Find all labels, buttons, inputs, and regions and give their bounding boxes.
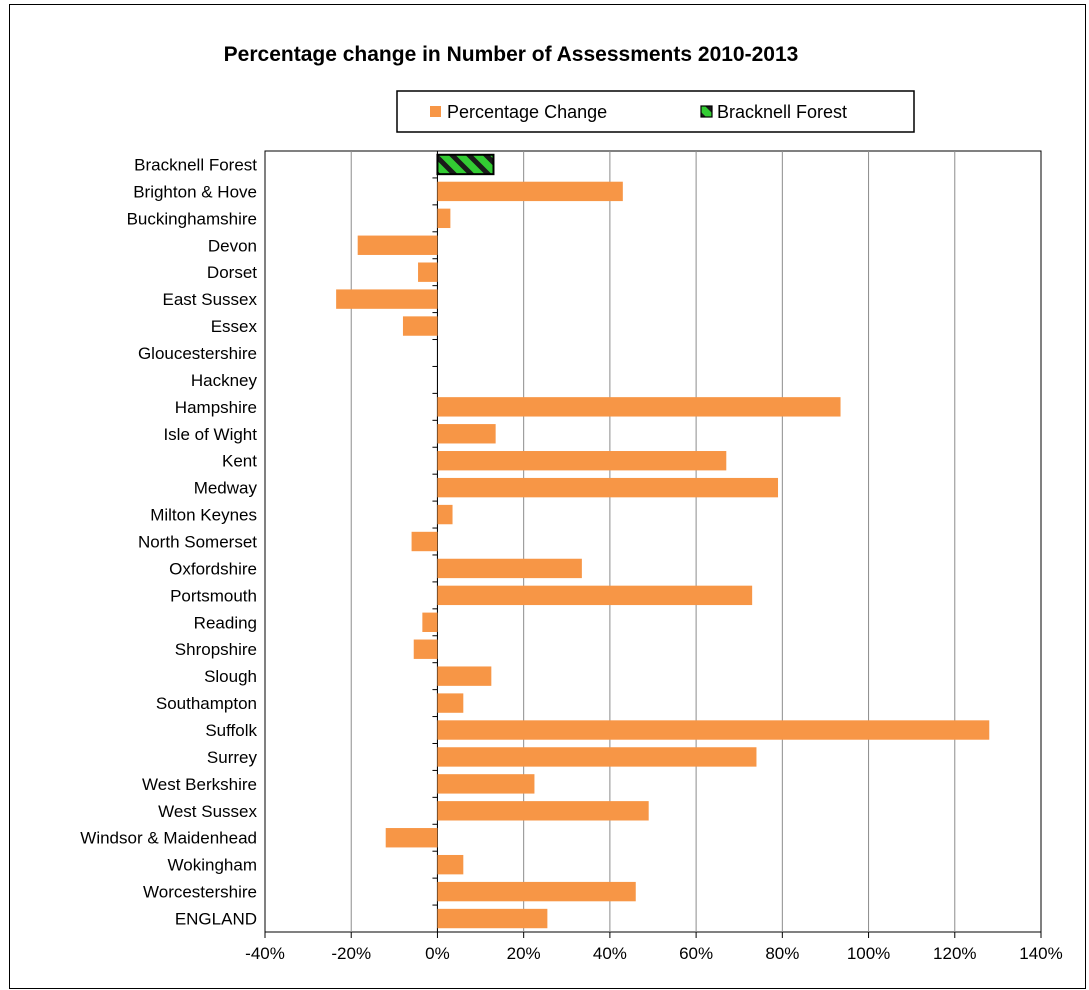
bar-percentage-change	[437, 774, 535, 794]
category-label: Brighton & Hove	[133, 182, 257, 201]
bar-percentage-change	[413, 639, 438, 659]
bar-percentage-change	[437, 881, 636, 902]
category-label: East Sussex	[163, 290, 258, 309]
legend-label-bracknell-forest: Bracknell Forest	[717, 102, 847, 122]
category-label: Slough	[204, 667, 257, 686]
bar-percentage-change	[437, 477, 779, 498]
bar-percentage-change	[437, 666, 492, 686]
x-tick-label: 20%	[507, 944, 541, 963]
bar-percentage-change	[437, 181, 623, 202]
legend: Percentage Change Bracknell Forest	[396, 90, 915, 133]
category-label: Hampshire	[175, 398, 257, 417]
bar-percentage-change	[418, 262, 438, 282]
category-label: Buckinghamshire	[127, 209, 257, 228]
category-label: West Sussex	[158, 802, 257, 821]
bar-percentage-change	[437, 504, 453, 525]
category-label: Medway	[194, 479, 258, 498]
chart-title: Percentage change in Number of Assessmen…	[224, 43, 799, 66]
bar-percentage-change	[437, 585, 753, 606]
category-label: Worcestershire	[143, 883, 257, 902]
bar-percentage-change	[437, 208, 451, 229]
x-tick-label: 60%	[679, 944, 713, 963]
legend-swatch-percentage-change	[430, 106, 441, 117]
plot-border	[264, 150, 1042, 933]
bar-percentage-change	[437, 747, 757, 767]
category-label: Wokingham	[168, 856, 257, 875]
chart-frame: Percentage change in Number of Assessmen…	[9, 4, 1086, 989]
bar-percentage-change	[437, 397, 841, 417]
category-label: West Berkshire	[142, 775, 257, 794]
x-tick-label: 100%	[847, 944, 890, 963]
category-label: Hackney	[191, 371, 258, 390]
category-label: Devon	[208, 236, 257, 255]
category-label: Southampton	[156, 694, 257, 713]
bar-percentage-change	[336, 289, 438, 309]
x-tick-label: 0%	[425, 944, 450, 963]
bar-percentage-change	[437, 424, 496, 444]
category-label: Milton Keynes	[150, 506, 257, 525]
bar-percentage-change	[437, 693, 464, 713]
bar-percentage-change	[437, 451, 727, 471]
category-label: Essex	[211, 317, 258, 336]
category-label: Isle of Wight	[163, 425, 257, 444]
category-label: Suffolk	[205, 721, 257, 740]
x-tick-label: -20%	[331, 944, 371, 963]
category-label: Surrey	[207, 748, 258, 767]
category-label: Gloucestershire	[138, 344, 257, 363]
category-label: Reading	[194, 613, 257, 632]
bar-percentage-change	[402, 316, 438, 336]
bar-percentage-change	[411, 531, 438, 552]
bar-percentage-change	[437, 558, 582, 579]
category-label: Dorset	[207, 263, 257, 282]
plot-area: -40% -20% 0% 20% 40% 60% 80% 100% 120% 140% Brackn…	[80, 150, 1063, 963]
bar-bracknell-forest	[436, 153, 495, 176]
legend-label-percentage-change: Percentage Change	[447, 102, 607, 122]
bar-percentage-change	[357, 235, 438, 255]
category-label: Kent	[222, 452, 257, 471]
bar-percentage-change	[437, 801, 649, 821]
category-label: Oxfordshire	[169, 559, 257, 578]
x-tick-label: -40%	[245, 944, 285, 963]
category-label: Portsmouth	[170, 586, 257, 605]
chart: Percentage change in Number of Assessmen…	[80, 43, 1063, 963]
category-label: Shropshire	[175, 640, 257, 659]
category-label: Windsor & Maidenhead	[80, 829, 257, 848]
x-tick-label: 120%	[933, 944, 976, 963]
category-label: North Somerset	[138, 533, 257, 552]
x-tick-label: 80%	[765, 944, 799, 963]
bar-percentage-change	[437, 854, 464, 875]
x-tick-label: 140%	[1019, 944, 1062, 963]
category-label: Bracknell Forest	[134, 155, 257, 174]
legend-box	[396, 90, 915, 133]
bar-percentage-change	[437, 720, 990, 740]
x-tick-label: 40%	[593, 944, 627, 963]
bar-percentage-change	[422, 612, 438, 632]
bar-percentage-change	[385, 828, 438, 848]
legend-swatch-bracknell-forest	[700, 105, 713, 118]
category-label: ENGLAND	[175, 910, 257, 929]
bar-percentage-change	[437, 908, 548, 929]
